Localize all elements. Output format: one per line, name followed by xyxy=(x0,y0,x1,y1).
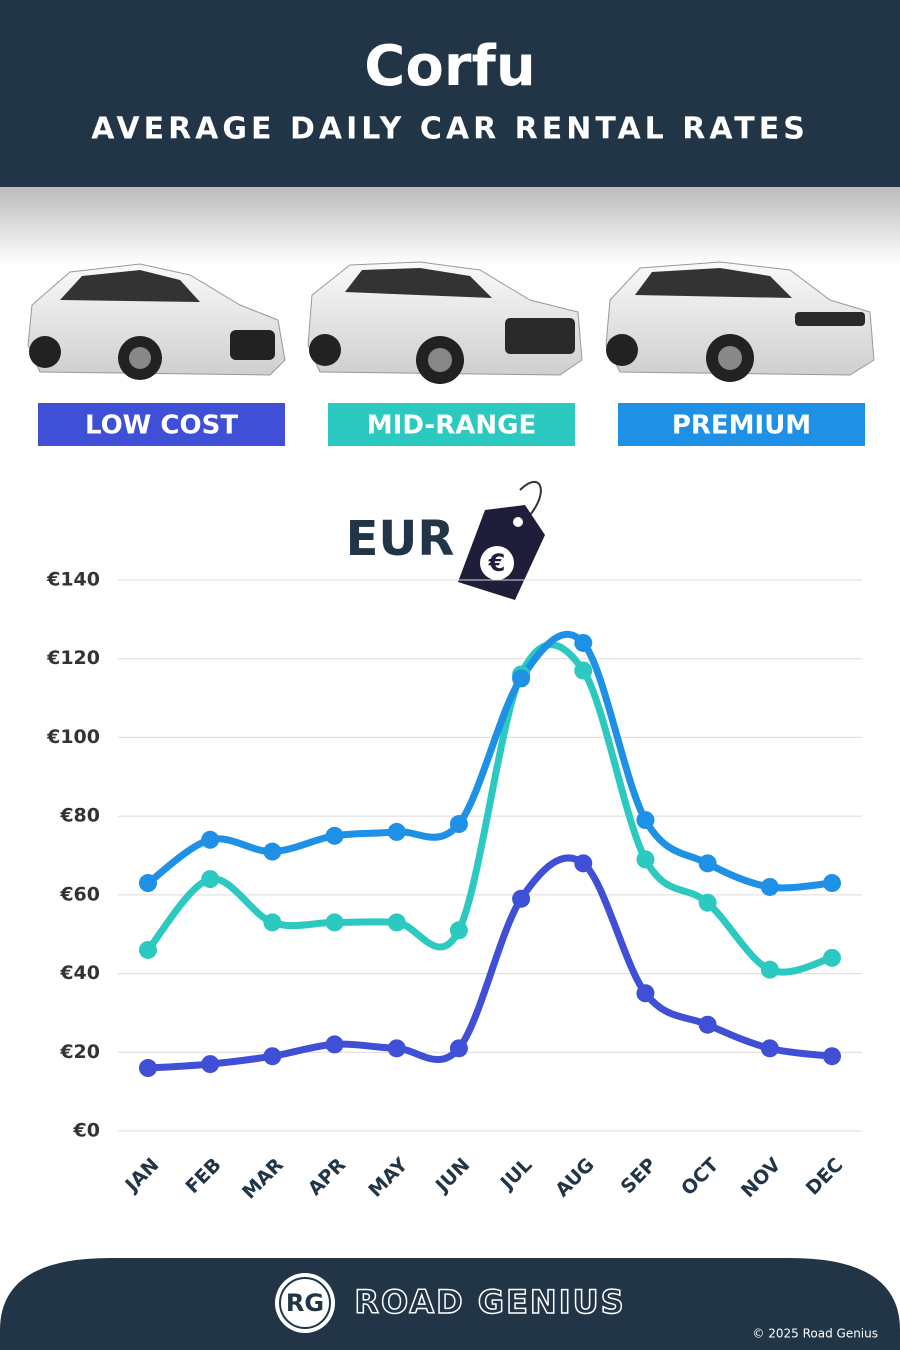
price-tag: € xyxy=(458,480,545,600)
data-point xyxy=(139,1059,157,1078)
data-point xyxy=(263,1047,282,1066)
legend-label: MID-RANGE xyxy=(367,411,536,441)
header xyxy=(0,0,900,187)
data-point xyxy=(760,960,779,979)
data-point xyxy=(574,661,593,680)
data-point xyxy=(325,826,344,845)
subtitle: AVERAGE DAILY CAR RENTAL RATES xyxy=(91,112,809,147)
data-point xyxy=(139,940,157,959)
data-point xyxy=(698,1015,717,1034)
tag-symbol: € xyxy=(488,549,506,577)
logo-ring xyxy=(279,1277,331,1329)
data-point xyxy=(325,1035,344,1054)
data-point xyxy=(636,984,655,1003)
legend-swatch xyxy=(328,403,575,446)
legend-swatch xyxy=(618,403,865,446)
y-tick-label: €60 xyxy=(59,883,100,905)
data-point xyxy=(698,893,717,912)
copyright: © 2025 Road Genius xyxy=(752,1327,878,1341)
logo: RG xyxy=(286,1289,324,1317)
footer xyxy=(0,1258,900,1350)
data-point xyxy=(387,1039,406,1058)
data-point xyxy=(823,1047,841,1066)
currency-label: EUR xyxy=(346,511,455,567)
data-point xyxy=(636,811,655,830)
data-point xyxy=(449,815,468,834)
data-point xyxy=(201,870,220,889)
y-tick-label: €100 xyxy=(46,726,100,748)
data-point xyxy=(574,633,593,652)
y-tick-label: €120 xyxy=(46,647,100,669)
brand: ROAD GENIUS xyxy=(354,1283,625,1321)
shade xyxy=(0,185,900,265)
car-low-cost xyxy=(27,263,286,380)
y-tick-label: €140 xyxy=(46,569,100,591)
data-point xyxy=(823,874,841,893)
data-point xyxy=(139,874,157,893)
title: Corfu xyxy=(364,34,535,99)
data-point xyxy=(263,842,282,861)
data-point xyxy=(636,850,655,869)
legend-label: PREMIUM xyxy=(672,411,811,441)
data-point xyxy=(512,889,531,908)
y-tick-label: €80 xyxy=(59,805,100,827)
legend-label: LOW COST xyxy=(85,411,238,441)
y-tick-label: €40 xyxy=(59,962,100,984)
data-point xyxy=(201,830,220,849)
data-point xyxy=(512,669,531,688)
legend-swatch xyxy=(38,403,285,446)
car-mid-range xyxy=(307,261,583,384)
y-tick-label: €0 xyxy=(73,1120,100,1142)
data-point xyxy=(263,913,282,932)
data-point xyxy=(449,1039,468,1058)
data-point xyxy=(325,913,344,932)
y-tick-label: €20 xyxy=(59,1041,100,1063)
data-point xyxy=(760,877,779,896)
data-point xyxy=(387,913,406,932)
data-point xyxy=(574,854,593,873)
legend: LOW COST MID-RANGE PREMIUM xyxy=(38,403,865,446)
data-point xyxy=(698,854,717,873)
data-point xyxy=(201,1055,220,1074)
data-point xyxy=(387,822,406,841)
car-premium xyxy=(605,261,875,382)
data-point xyxy=(823,948,841,967)
logo-circle xyxy=(275,1273,335,1333)
data-point xyxy=(449,921,468,940)
data-point xyxy=(760,1039,779,1058)
